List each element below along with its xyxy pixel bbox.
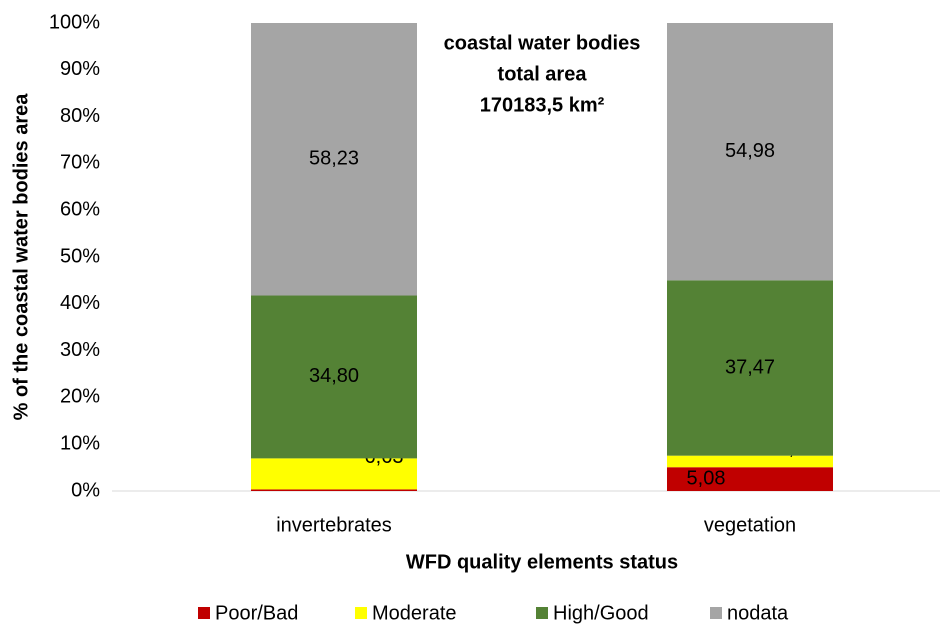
annotation: coastal water bodies <box>444 32 641 54</box>
y-tick-label: 0% <box>71 479 100 501</box>
value-label: 54,98 <box>725 140 775 162</box>
bar-segment <box>667 455 833 468</box>
y-tick-label: 10% <box>60 432 100 454</box>
x-axis-title: WFD quality elements status <box>406 551 678 573</box>
value-label: 34,80 <box>309 365 359 387</box>
bar-segment <box>667 467 833 491</box>
bar-segment <box>251 295 417 459</box>
bar-segment <box>667 23 833 281</box>
legend-label: High/Good <box>553 602 649 624</box>
legend-swatch <box>355 607 367 619</box>
y-tick-label: 60% <box>60 198 100 220</box>
legend-label: Poor/Bad <box>215 602 298 624</box>
bar-segment <box>667 280 833 456</box>
legend-label: nodata <box>727 602 789 624</box>
bar-segment <box>251 458 417 490</box>
y-tick-label: 40% <box>60 292 100 314</box>
x-tick-label: vegetation <box>704 514 796 536</box>
value-label: 5,08 <box>687 467 726 489</box>
legend-swatch <box>710 607 722 619</box>
bar-segment <box>251 23 417 296</box>
y-tick-label: 90% <box>60 58 100 80</box>
y-tick-label: 80% <box>60 105 100 127</box>
legend-swatch <box>198 607 210 619</box>
value-label: 37,47 <box>725 356 775 378</box>
legend-swatch <box>536 607 548 619</box>
y-tick-label: 100% <box>49 11 100 33</box>
legend-label: Moderate <box>372 602 457 624</box>
y-axis-title: % of the coastal water bodies area <box>10 93 32 421</box>
y-tick-label: 50% <box>60 245 100 267</box>
bar-segment <box>251 489 417 491</box>
annotation: 170183,5 km² <box>480 94 605 116</box>
y-tick-label: 70% <box>60 152 100 174</box>
y-tick-label: 20% <box>60 386 100 408</box>
annotation: total area <box>498 63 588 85</box>
y-tick-label: 30% <box>60 339 100 361</box>
x-tick-label: invertebrates <box>276 514 392 536</box>
value-label: 58,23 <box>309 148 359 170</box>
